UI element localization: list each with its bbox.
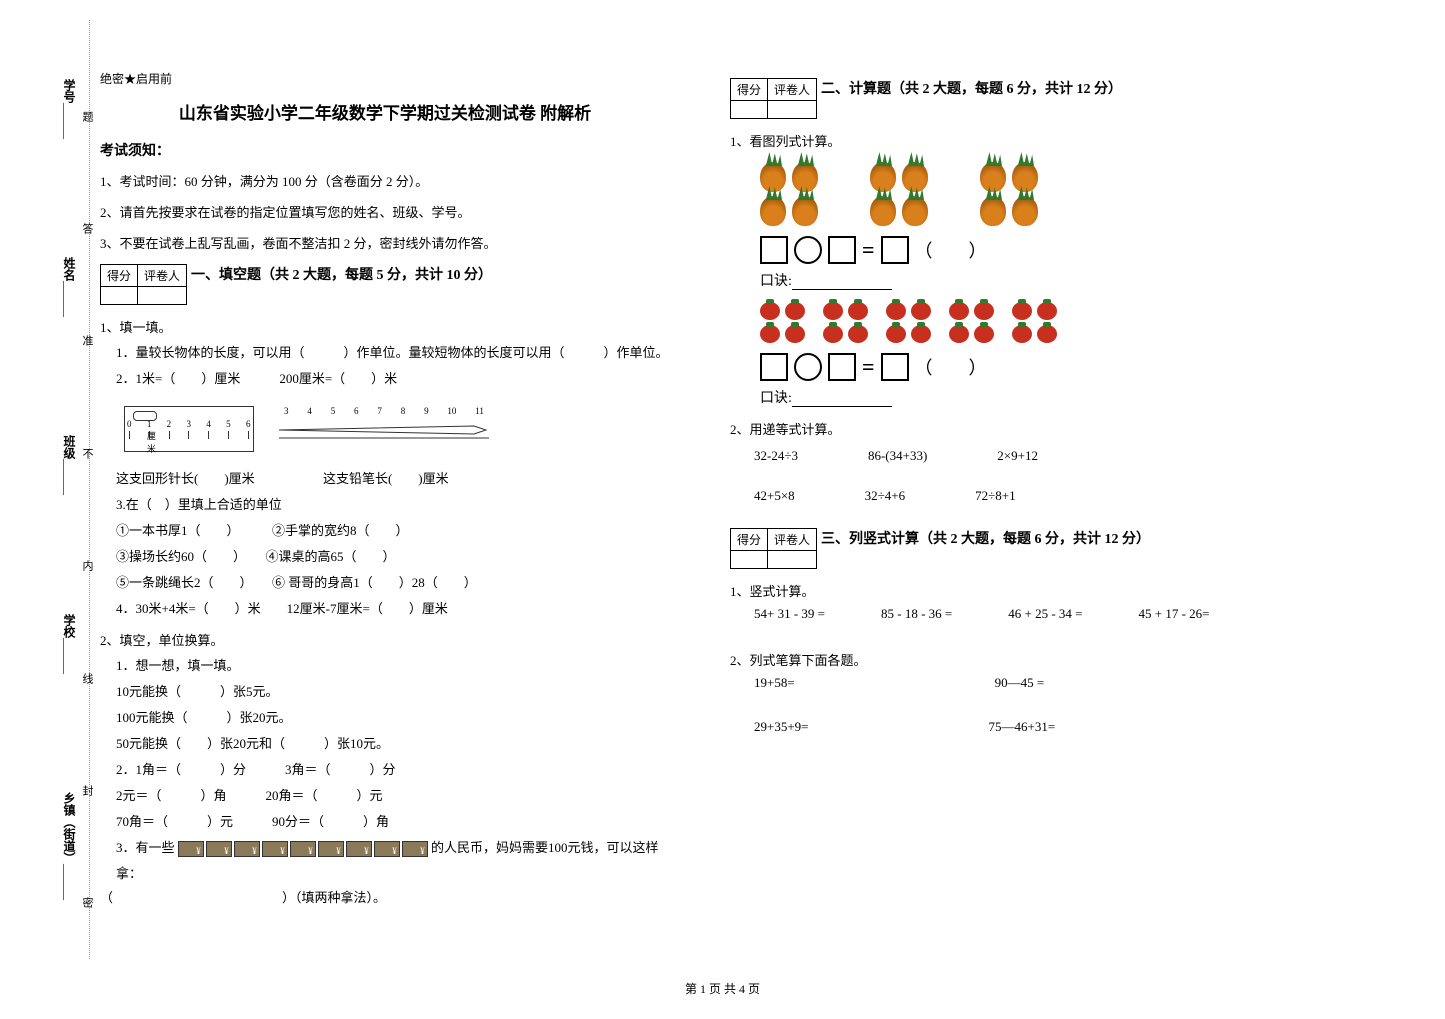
binding-field-class: 班级______	[61, 435, 78, 495]
binding-field-name: 姓名______	[61, 257, 78, 317]
ruler-pencil-figure: 34 56 78 910 11	[274, 406, 494, 452]
s1-q2-num: 2、填空，单位换算。	[100, 630, 670, 649]
instruction-2: 2、请首先按要求在试卷的指定位置填写您的姓名、班级、学号。	[100, 203, 670, 224]
koujue-1: 口诀:	[760, 270, 1330, 290]
s2-q2-row2: 42+5×832÷4+672÷8+1	[754, 488, 1330, 504]
section-2-title: 二、计算题（共 2 大题，每题 6 分，共计 12 分）	[821, 78, 1122, 98]
s1-q1-l1: 1．量较长物体的长度，可以用（ ）作单位。量较短物体的长度可以用（ ）作单位。	[116, 340, 670, 366]
binding-field-school: 学校______	[61, 614, 78, 674]
s1-q2-l3c: （ ）（填两种拿法）。	[100, 887, 670, 906]
instructions-header: 考试须知：	[100, 140, 670, 160]
s2-q1-num: 1、看图列式计算。	[730, 131, 1330, 150]
s1-q2-l3: 3．有一些 的人民币，妈妈需要100元钱，可以这样拿：	[116, 835, 670, 887]
page-footer: 第 1 页 共 4 页	[0, 980, 1445, 997]
binding-field-town: 乡镇（街道）______	[61, 792, 78, 900]
section-2-header: 得分评卷人 二、计算题（共 2 大题，每题 6 分，共计 12 分）	[730, 78, 1330, 119]
score-table-2: 得分评卷人	[730, 78, 817, 119]
section-3-header: 得分评卷人 三、列竖式计算（共 2 大题，每题 6 分，共计 12 分）	[730, 528, 1330, 569]
seal-line-text: 题 答 准 不 内 线 封 密	[80, 60, 94, 959]
s3-q2-num: 2、列式笔算下面各题。	[730, 650, 1330, 669]
section-1-title: 一、填空题（共 2 大题，每题 5 分，共计 10 分）	[191, 264, 492, 284]
rmb-icons	[178, 841, 428, 857]
s3-q2-row1: 19+58=90—45 =	[754, 675, 1330, 691]
classified-label: 绝密★启用前	[100, 70, 670, 87]
right-column: 得分评卷人 二、计算题（共 2 大题，每题 6 分，共计 12 分） 1、看图列…	[730, 70, 1330, 906]
score-table-1: 得分评卷人	[100, 264, 187, 305]
binding-field-xuehao: 学号______	[61, 79, 78, 139]
tomato-groups	[760, 302, 1330, 345]
s1-q1-l2: 2．1米=（ ）厘米 200厘米=（ ）米	[116, 366, 670, 392]
ruler-clip-figure: 0 1厘米 2 3 4 5 6	[124, 406, 254, 452]
instruction-1: 1、考试时间：60 分钟，满分为 100 分（含卷面分 2 分）。	[100, 172, 670, 193]
s2-q2-row1: 32-24÷386-(34+33)2×9+12	[754, 448, 1330, 464]
s1-q1-l3: 3.在（ ）里填上合适的单位 ①一本书厚1（ ） ②手掌的宽约8（ ） ③操场长…	[116, 492, 670, 622]
section-1-header: 得分评卷人 一、填空题（共 2 大题，每题 5 分，共计 10 分）	[100, 264, 670, 305]
pineapple-groups	[760, 162, 1330, 226]
score-table-3: 得分评卷人	[730, 528, 817, 569]
instruction-3: 3、不要在试卷上乱写乱画，卷面不整洁扣 2 分，密封线外请勿作答。	[100, 234, 670, 255]
koujue-2: 口诀:	[760, 387, 1330, 407]
equation-row-1: =（ ）	[760, 236, 1330, 264]
s1-q2-body: 1．想一想，填一填。 10元能换（ ）张5元。 100元能换（ ）张20元。 5…	[116, 653, 670, 887]
ruler-questions: 这支回形针长( )厘米 这支铅笔长( )厘米	[116, 466, 670, 492]
section-3-title: 三、列竖式计算（共 2 大题，每题 6 分，共计 12 分）	[821, 528, 1150, 548]
s3-q2-row2: 29+35+9=75—46+31=	[754, 719, 1330, 735]
exam-title: 山东省实验小学二年级数学下学期过关检测试卷 附解析	[100, 99, 670, 124]
left-column: 绝密★启用前 山东省实验小学二年级数学下学期过关检测试卷 附解析 考试须知： 1…	[100, 70, 670, 906]
s1-q1-body: 1．量较长物体的长度，可以用（ ）作单位。量较短物体的长度可以用（ ）作单位。 …	[116, 340, 670, 392]
s2-q2-num: 2、用递等式计算。	[730, 419, 1330, 438]
s1-q1-num: 1、填一填。	[100, 317, 670, 336]
ruler-figures: 0 1厘米 2 3 4 5 6 34 56 78 910 11	[124, 406, 670, 452]
equation-row-2: =（ ）	[760, 353, 1330, 381]
s3-q1-num: 1、竖式计算。	[730, 581, 1330, 600]
s3-q1-row: 54+ 31 - 39 =85 - 18 - 36 =46 + 25 - 34 …	[754, 606, 1330, 622]
